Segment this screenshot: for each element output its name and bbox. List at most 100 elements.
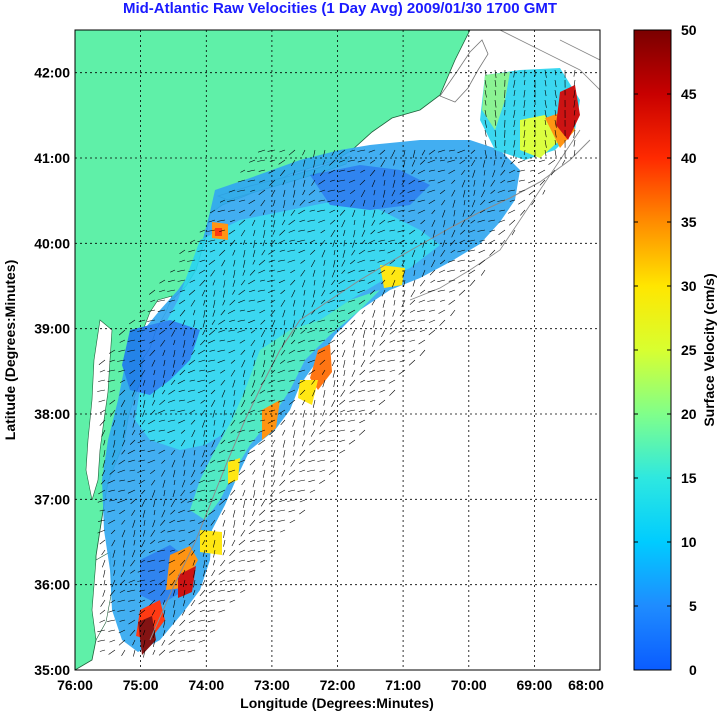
velocity-arrow <box>169 309 176 314</box>
velocity-arrow <box>378 269 386 275</box>
velocity-arrow <box>129 329 136 333</box>
velocity-arrow <box>153 629 156 638</box>
velocity-arrow <box>187 259 196 262</box>
velocity-arrow <box>407 319 416 323</box>
velocity-arrow <box>133 649 136 657</box>
velocity-arrow <box>279 149 286 153</box>
velocity-arrow <box>320 229 326 234</box>
velocity-arrow <box>257 399 266 403</box>
velocity-arrow <box>457 149 466 154</box>
velocity-arrow <box>109 389 116 393</box>
velocity-arrow <box>289 239 296 242</box>
velocity-arrow <box>287 389 296 394</box>
velocity-arrow <box>319 359 326 365</box>
velocity-arrow <box>469 259 476 263</box>
velocity-arrow <box>428 149 436 155</box>
velocity-arrow <box>273 469 276 477</box>
velocity-arrow <box>259 179 266 183</box>
velocity-arrow <box>350 429 356 433</box>
velocity-arrow <box>292 419 296 427</box>
velocity-arrow <box>369 289 376 295</box>
velocity-arrow <box>219 199 226 203</box>
velocity-arrow <box>398 369 406 375</box>
velocity-arrow <box>389 229 396 232</box>
velocity-arrow <box>223 539 226 547</box>
velocity-arrow <box>128 599 136 602</box>
velocity-arrow <box>157 439 166 443</box>
colorbar-tick-label: 45 <box>681 86 697 102</box>
velocity-arrow <box>282 179 286 186</box>
velocity-arrow <box>147 449 156 452</box>
velocity-arrow <box>347 309 356 315</box>
velocity-arrow <box>303 159 306 167</box>
velocity-arrow <box>172 359 176 368</box>
velocity-arrow <box>327 329 336 333</box>
velocity-arrow <box>227 309 236 314</box>
x-tick-label: 68:00 <box>568 677 604 693</box>
velocity-arrow <box>169 409 176 412</box>
velocity-arrow <box>108 629 116 632</box>
velocity-arrow <box>321 289 326 297</box>
velocity-arrow <box>323 399 326 406</box>
velocity-arrow <box>138 429 146 435</box>
velocity-arrow <box>291 409 296 415</box>
colorbar-tick-label: 15 <box>681 470 697 486</box>
colorbar-tick-label: 0 <box>689 662 697 678</box>
velocity-arrow <box>352 209 356 218</box>
velocity-arrow <box>321 369 326 375</box>
velocity-arrow <box>239 339 246 344</box>
velocity-arrow <box>401 299 406 308</box>
velocity-arrow <box>469 279 476 286</box>
shelf-break-contour <box>149 139 591 641</box>
velocity-arrow <box>98 399 106 403</box>
velocity-arrow <box>278 399 286 403</box>
velocity-arrow <box>221 259 226 267</box>
velocity-arrow <box>320 239 326 247</box>
velocity-arrow <box>213 419 216 426</box>
velocity-arrow <box>150 469 156 475</box>
velocity-arrow <box>130 559 136 567</box>
velocity-arrow <box>270 369 276 374</box>
velocity-arrow <box>439 319 446 326</box>
velocity-arrow <box>141 489 146 495</box>
velocity-arrow <box>272 439 276 445</box>
velocity-arrow <box>282 439 286 448</box>
velocity-arrow <box>107 509 116 513</box>
velocity-arrow <box>359 179 366 186</box>
velocity-arrow <box>197 389 206 394</box>
velocity-arrow <box>421 149 426 156</box>
velocity-arrow <box>170 379 176 385</box>
velocity-arrow <box>299 219 306 222</box>
velocity-arrow <box>141 419 146 425</box>
velocity-arrow <box>348 439 356 445</box>
velocity-arrow <box>123 549 126 556</box>
velocity-arrow <box>243 239 246 245</box>
velocity-arrow <box>450 249 456 253</box>
velocity-arrow <box>312 269 316 277</box>
velocity-arrow <box>272 479 276 486</box>
velocity-arrow <box>232 249 236 256</box>
velocity-arrow <box>147 559 156 563</box>
velocity-arrow <box>508 209 516 214</box>
velocity-arrow <box>151 489 156 498</box>
velocity-arrow <box>478 259 486 266</box>
velocity-arrow <box>458 279 466 284</box>
velocity-arrow <box>451 189 456 197</box>
velocity-arrow <box>358 279 366 282</box>
x-tick-label: 73:00 <box>254 677 290 693</box>
velocity-arrow <box>200 409 206 416</box>
velocity-arrow <box>319 329 326 332</box>
velocity-arrow <box>562 159 566 165</box>
velocity-arrow <box>141 539 146 548</box>
velocity-arrow <box>400 319 406 324</box>
velocity-arrow <box>439 269 446 273</box>
velocity-arrow <box>460 219 466 228</box>
velocity-arrow <box>542 189 546 195</box>
velocity-arrow <box>327 309 336 312</box>
velocity-arrow <box>133 399 136 406</box>
velocity-arrow <box>198 269 206 274</box>
velocity-arrow <box>333 389 336 396</box>
velocity-arrow <box>151 609 156 616</box>
velocity-arrow <box>182 449 186 458</box>
